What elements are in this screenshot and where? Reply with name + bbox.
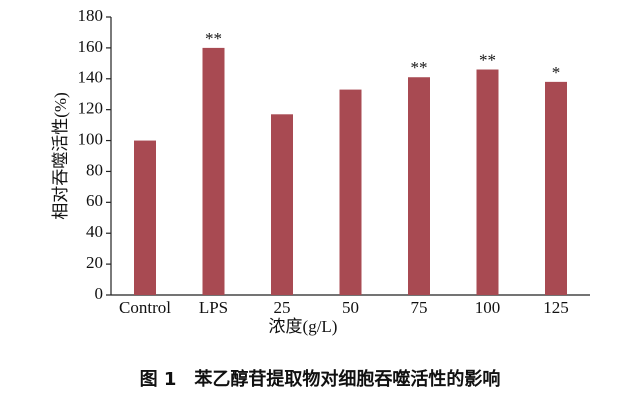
bar	[408, 77, 430, 295]
x-axis-label: 浓度(g/L)	[269, 317, 338, 336]
bar	[545, 81, 567, 295]
y-tick-label: 160	[78, 37, 104, 56]
significance-mark: **	[411, 58, 428, 77]
x-tick-label: LPS	[199, 298, 228, 317]
bar	[476, 69, 499, 295]
y-tick-label: 0	[95, 284, 104, 303]
significance-mark: **	[205, 29, 222, 48]
y-tick-label: 120	[78, 99, 104, 118]
significance-mark: **	[479, 50, 496, 69]
bar	[271, 114, 293, 295]
y-tick-label: 40	[86, 222, 103, 241]
x-tick-label: Control	[119, 298, 171, 317]
caption: 图 1 苯乙醇苷提取物对细胞吞噬活性的影响	[140, 368, 501, 390]
y-tick-label: 180	[78, 6, 104, 25]
x-tick-label: 100	[475, 298, 501, 317]
x-tick-label: 50	[342, 298, 359, 317]
y-tick-label: 80	[86, 160, 103, 179]
significance-mark: *	[552, 63, 561, 82]
y-tick-label: 140	[78, 68, 104, 87]
y-tick-label: 60	[86, 191, 103, 210]
bar	[202, 47, 225, 296]
y-axis-label: 相对吞噬活性(%)	[51, 92, 70, 219]
y-tick-label: 20	[86, 253, 103, 272]
x-tick-label: 125	[543, 298, 569, 317]
y-tick-label: 100	[78, 129, 104, 148]
bar	[339, 89, 362, 295]
x-tick-label: 75	[411, 298, 428, 317]
x-tick-label: 25	[274, 298, 291, 317]
bar	[134, 140, 156, 295]
